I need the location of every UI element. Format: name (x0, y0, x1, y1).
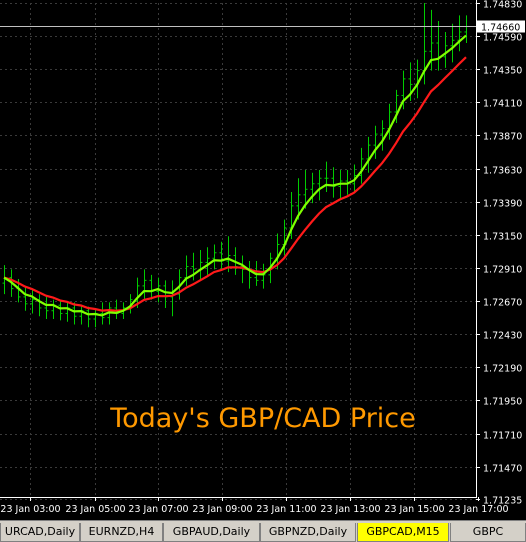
x-tick-label: 23 Jan 13:00 (320, 504, 380, 515)
ohlc-bar (205, 247, 210, 275)
ohlc-bar (79, 305, 84, 325)
y-tick-label: 1.74830 (483, 0, 522, 11)
ohlc-bar (72, 302, 77, 325)
x-tick-label: 23 Jan 09:00 (192, 504, 252, 515)
ohlc-bar (443, 31, 448, 68)
ohlc-bar (436, 20, 441, 71)
ohlc-bar (317, 169, 322, 201)
y-tick-label: 1.72430 (483, 331, 522, 342)
y-tick-label: 1.73150 (483, 232, 522, 243)
x-tick-label: 23 Jan 17:00 (448, 504, 508, 515)
ohlc-bar (212, 244, 217, 270)
y-tick-label: 1.74350 (483, 66, 522, 77)
y-tick-label: 1.71470 (483, 464, 522, 475)
x-tick-label: 23 Jan 11:00 (256, 504, 316, 515)
tab-gbpcad-m15[interactable]: GBPCAD,M15 (357, 523, 449, 542)
ohlc-bar (30, 290, 35, 314)
ohlc-bar (37, 294, 42, 317)
ohlc-bar (380, 120, 385, 151)
ohlc-bar (65, 302, 70, 322)
ohlc-bar (247, 261, 252, 289)
ohlc-bar (366, 136, 371, 173)
current-price-label: 1.74660 (481, 23, 520, 34)
ohlc-bar (86, 306, 91, 328)
y-tick-label: 1.73390 (483, 199, 522, 210)
x-tick-label: 23 Jan 07:00 (128, 504, 188, 515)
y-tick-label: 1.74590 (483, 33, 522, 44)
ohlc-bar (373, 125, 378, 159)
tab-gbpnzd-daily[interactable]: GBPNZD,Daily (260, 523, 356, 542)
y-tick-label: 1.74110 (483, 99, 522, 110)
ohlc-bar (303, 169, 308, 209)
ohlc-bar (401, 70, 406, 110)
ohlc-bar (114, 299, 119, 319)
ohlc-bar (163, 280, 168, 308)
y-tick-label: 1.71950 (483, 397, 522, 408)
y-tick-label: 1.73630 (483, 166, 522, 177)
ohlc-bar (457, 15, 462, 52)
ohlc-bar (296, 178, 301, 220)
ohlc-bar (44, 296, 49, 319)
ohlc-bar (58, 299, 63, 321)
ohlc-bar (324, 161, 329, 193)
ohlc-bar (464, 15, 469, 44)
x-tick-label: 23 Jan 05:00 (65, 504, 125, 515)
ohlc-bar (282, 219, 287, 256)
ohlc-bar (359, 147, 364, 184)
ohlc-bar (93, 307, 98, 328)
ohlc-bar (338, 169, 343, 201)
ohlc-bar (100, 302, 105, 325)
ohlc-bar (394, 89, 399, 124)
y-tick-label: 1.71235 (483, 496, 522, 507)
tab-gbpc[interactable]: GBPC (450, 523, 526, 542)
chart-tab-bar: URCAD,Daily EURNZD,H4 GBPAUD,Daily GBPNZ… (0, 520, 526, 542)
price-chart[interactable]: 1.74830 1.74590 1.74350 1.74110 1.73870 1.736… (0, 0, 526, 520)
y-tick-label: 1.71710 (483, 431, 522, 442)
moving-average-fast (3, 34, 467, 317)
ohlc-bar (170, 280, 175, 317)
ohlc-bar (387, 103, 392, 140)
ohlc-bar (51, 299, 56, 319)
ohlc-bar (219, 241, 224, 270)
ohlc-bar (142, 269, 147, 300)
ohlc-bar (198, 250, 203, 281)
y-tick-label: 1.73870 (483, 132, 522, 143)
x-tick-label: 23 Jan 03:00 (0, 504, 60, 515)
tab-urcad-daily[interactable]: URCAD,Daily (0, 523, 80, 542)
ohlc-bar (149, 274, 154, 300)
ohlc-bar (261, 263, 266, 289)
y-tick-label: 1.72910 (483, 265, 522, 276)
moving-average-slow (3, 56, 467, 312)
y-tick-label: 1.72670 (483, 298, 522, 309)
ohlc-bar (226, 236, 231, 273)
ohlc-bar (331, 167, 336, 198)
chart-watermark: Today's GBP/CAD Price (110, 403, 416, 434)
ohlc-bar (450, 23, 455, 63)
y-tick-label: 1.72190 (483, 364, 522, 375)
ohlc-bar (23, 285, 28, 311)
tab-gbpaud-daily[interactable]: GBPAUD,Daily (163, 523, 260, 542)
ohlc-bar (310, 172, 315, 204)
chart-area[interactable]: 1.74830 1.74590 1.74350 1.74110 1.73870 1.736… (0, 0, 526, 520)
tab-eurnzd-h4[interactable]: EURNZD,H4 (80, 523, 163, 542)
current-price-label-bg (477, 20, 525, 33)
x-tick-label: 23 Jan 15:00 (384, 504, 444, 515)
